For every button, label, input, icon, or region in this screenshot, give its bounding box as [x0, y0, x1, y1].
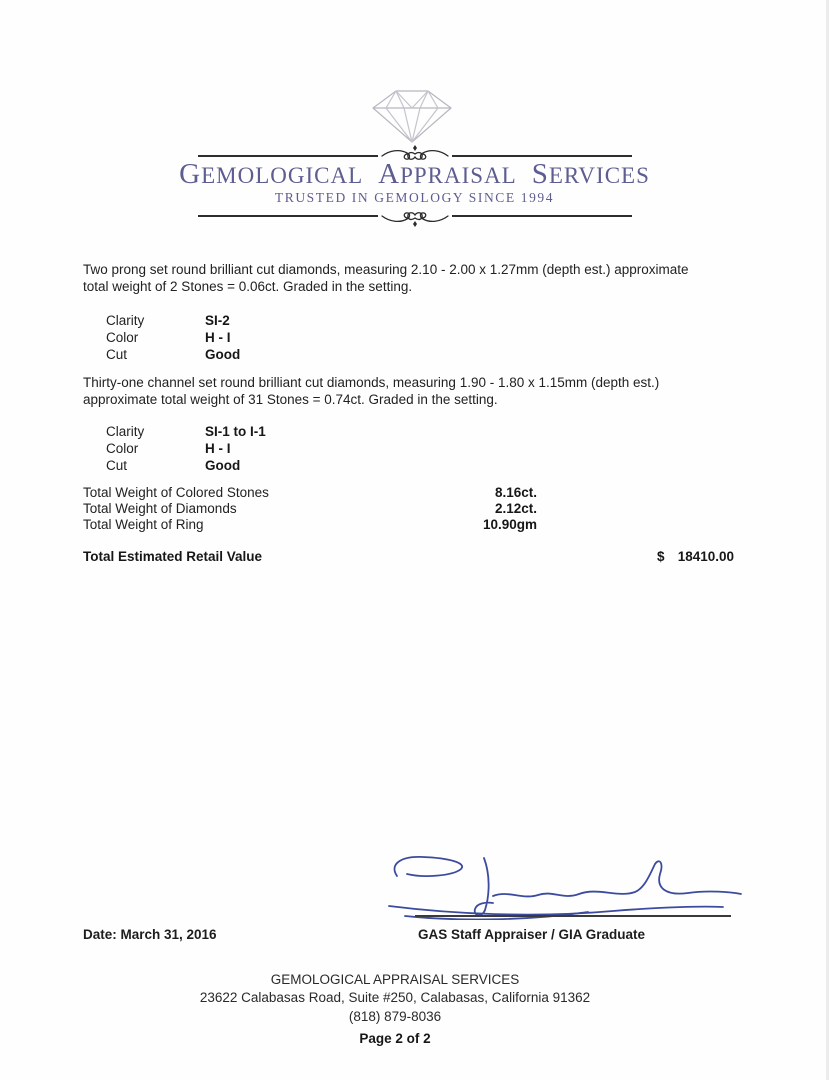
grade-value: H - I: [205, 440, 231, 456]
total-row: Total Weight of Diamonds 2.12ct.: [83, 501, 734, 517]
signature-ink: [388, 856, 742, 920]
item-description: Two prong set round brilliant cut diamon…: [83, 262, 689, 295]
header-top-rule: [198, 144, 632, 168]
scroll-ornament-icon: [381, 212, 449, 227]
page-number: Page 2 of 2: [359, 1030, 431, 1046]
total-label: Total Weight of Ring: [83, 516, 204, 532]
grade-value: H - I: [205, 329, 231, 345]
scroll-ornament-icon: [381, 145, 449, 160]
diamond-icon: [372, 90, 452, 143]
date-label: Date: March 31, 2016: [83, 927, 217, 942]
grade-label: Color: [106, 329, 139, 345]
divider: [452, 215, 632, 217]
brand-word: APPRAISAL: [378, 158, 517, 190]
totals-table: Total Weight of Colored Stones 8.16ct. T…: [83, 485, 734, 532]
grand-total-label: Total Estimated Retail Value: [83, 549, 263, 564]
divider: [198, 155, 378, 157]
divider: [198, 215, 378, 217]
grade-value: SI-1 to I-1: [205, 424, 266, 439]
grade-row: Clarity SI-2: [106, 313, 240, 330]
grade-row: Cut Good: [106, 347, 240, 364]
footer-phone: (818) 879-8036: [348, 1008, 442, 1024]
total-row: Total Weight of Colored Stones 8.16ct.: [83, 485, 734, 501]
grade-row: Clarity SI-1 to I-1: [106, 424, 266, 441]
signature-caption: GAS Staff Appraiser / GIA Graduate: [418, 927, 646, 942]
grade-label: Cut: [106, 457, 128, 473]
grade-value: SI-2: [205, 313, 230, 328]
grand-total-row: Total Estimated Retail Value $ 18410.00: [83, 549, 734, 564]
total-value: 8.16ct.: [494, 485, 537, 500]
grade-row: Cut Good: [106, 458, 266, 475]
total-label: Total Weight of Diamonds: [83, 500, 237, 516]
header-bottom-rule: [198, 204, 632, 228]
grade-table: Clarity SI-1 to I-1 Color H - I Cut Good: [106, 424, 266, 474]
grade-label: Clarity: [106, 313, 145, 328]
total-row: Total Weight of Ring 10.90gm: [83, 517, 734, 533]
divider: [452, 155, 632, 157]
currency-symbol: $: [657, 549, 665, 564]
brand-word: SERVICES: [531, 158, 650, 190]
signature-line: [415, 915, 731, 917]
footer: GEMOLOGICAL APPRAISAL SERVICES 23622 Cal…: [83, 971, 707, 1048]
grade-label: Clarity: [106, 424, 145, 439]
grade-label: Cut: [106, 346, 128, 362]
brand-tagline: TRUSTED IN GEMOLOGY SINCE 1994: [274, 190, 555, 205]
grade-row: Color H - I: [106, 330, 240, 347]
item-description: Thirty-one channel set round brilliant c…: [83, 375, 660, 408]
grade-value: Good: [205, 457, 241, 473]
grade-label: Color: [106, 440, 139, 456]
grade-table: Clarity SI-2 Color H - I Cut Good: [106, 313, 240, 363]
grand-total-value: 18410.00: [677, 549, 734, 564]
brand-title: GEMOLOGICAL APPRAISAL SERVICES: [0, 158, 826, 191]
total-value: 2.12ct.: [494, 500, 537, 516]
grade-value: Good: [205, 346, 241, 362]
total-label: Total Weight of Colored Stones: [83, 485, 269, 500]
total-value: 10.90gm: [482, 516, 537, 532]
grade-row: Color H - I: [106, 441, 266, 458]
footer-address: 23622 Calabasas Road, Suite #250, Calaba…: [199, 990, 591, 1006]
brand-word: GEMOLOGICAL: [179, 158, 364, 190]
footer-org-name: GEMOLOGICAL APPRAISAL SERVICES: [270, 972, 520, 987]
